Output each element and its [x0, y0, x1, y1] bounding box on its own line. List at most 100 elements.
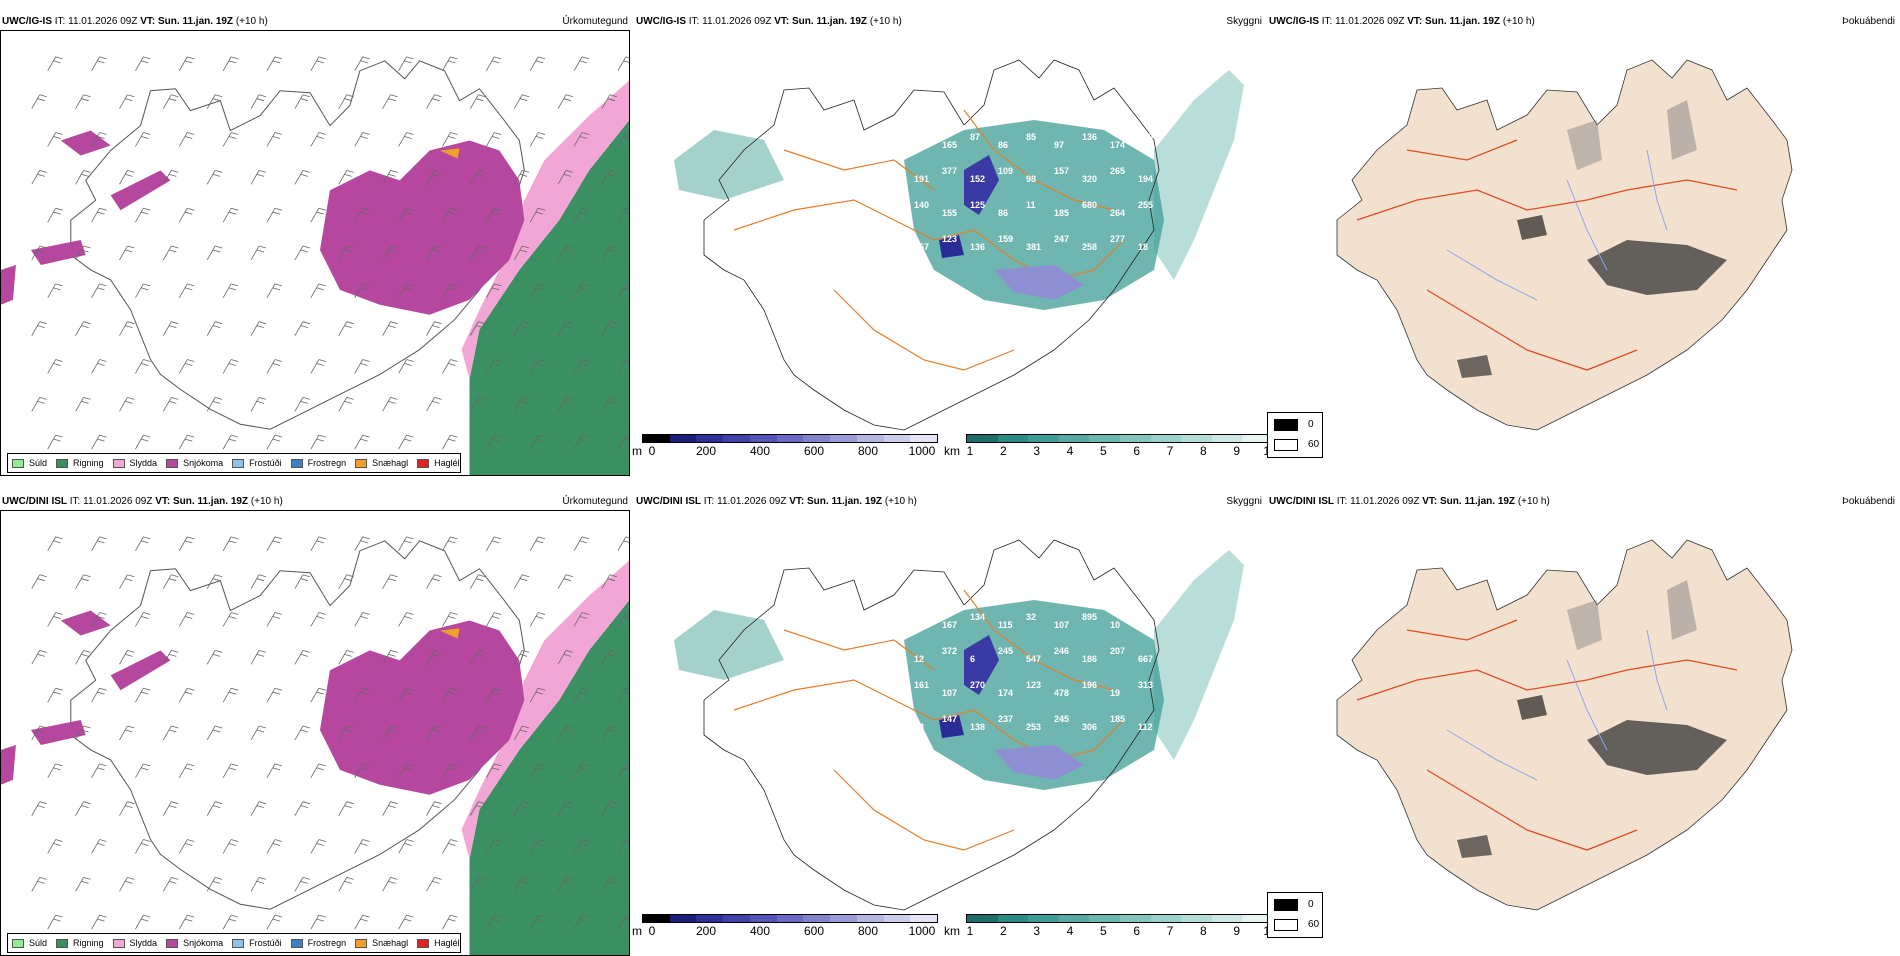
wind-barb — [250, 876, 267, 892]
wind-barb — [398, 434, 414, 450]
wind-barb — [310, 612, 326, 627]
ceiling-value-label: 87 — [970, 132, 980, 142]
legend-label: Rigning — [73, 458, 104, 468]
wind-barb — [617, 434, 629, 450]
legend-label: Frostúði — [249, 938, 282, 948]
wind-barb — [382, 396, 398, 412]
visibility-tick-label: 8 — [1199, 924, 1207, 938]
wind-barb — [426, 169, 442, 185]
ceiling-bar-segment — [749, 435, 777, 442]
wind-barb — [398, 763, 414, 778]
ceiling-value-label: 253 — [1026, 722, 1041, 732]
fog-indicator-area — [1517, 215, 1547, 240]
wind-barb — [338, 245, 354, 261]
ceiling-value-label: 152 — [970, 174, 985, 184]
dew-panel-bottom: UWC/DINI ISL IT: 11.01.2026 09Z VT: Sun.… — [1267, 494, 1899, 944]
wind-barb — [513, 876, 530, 892]
low-ceiling-area — [939, 235, 964, 258]
it-value: 11.01.2026 09Z — [717, 496, 787, 507]
wind-barb — [470, 169, 486, 185]
wind-barb — [442, 763, 458, 778]
wind-barb — [382, 321, 398, 336]
it-label: IT: — [54, 16, 66, 27]
wind-barb — [485, 56, 502, 72]
fog-indicator-area — [1587, 720, 1727, 775]
wind-barb — [601, 725, 617, 741]
wind-barb — [513, 169, 530, 185]
ceiling-tick-label: 200 — [695, 444, 717, 458]
wind-barb — [178, 359, 195, 374]
legend-swatch — [355, 938, 368, 948]
wind-barb — [398, 132, 414, 147]
wind-barb — [178, 207, 195, 223]
visibility-bar-segment — [1119, 915, 1151, 922]
wind-barb — [31, 876, 47, 892]
wind-barb — [91, 536, 107, 552]
wind-barb — [162, 801, 179, 816]
wind-barb — [398, 536, 414, 552]
wind-barb — [119, 801, 135, 816]
wind-barb — [601, 245, 617, 261]
ceiling-tick-label: 0 — [648, 924, 656, 938]
wind-barb — [162, 169, 179, 185]
dew-dark-label: 0 — [1308, 899, 1314, 910]
snow-area — [319, 620, 525, 795]
wind-barb — [426, 321, 442, 336]
wind-barb — [382, 801, 398, 816]
panel-title: UWC/IG-IS IT: 11.01.2026 09Z VT: Sun. 11… — [1269, 14, 1897, 30]
wind-barb — [250, 725, 267, 741]
visibility-tick-label: 5 — [1099, 444, 1107, 458]
panel-title: UWC/IG-IS IT: 11.01.2026 09Z VT: Sun. 11… — [2, 14, 630, 30]
wind-barb — [442, 207, 458, 223]
wind-barb — [31, 396, 47, 412]
it-label: IT: — [69, 496, 81, 507]
legend-item-frostregn: Frostregn — [290, 938, 347, 948]
it-value: 11.01.2026 09Z — [1350, 496, 1420, 507]
ceiling-value-label: 11 — [1026, 200, 1036, 210]
ceiling-value-label: 6 — [970, 654, 975, 664]
ceiling-value-label: 165 — [942, 140, 957, 150]
visibility-tick-label: 9 — [1233, 444, 1240, 458]
wind-barb — [135, 434, 151, 450]
dew-map — [1267, 510, 1897, 956]
visibility-tick-label: 7 — [1166, 924, 1174, 938]
legend-swatch — [166, 938, 179, 948]
legend-item-frostudi: Frostúði — [232, 938, 282, 948]
wind-barb — [485, 207, 502, 223]
wind-barb — [294, 725, 310, 741]
ceiling-tick-label: 800 — [857, 444, 879, 458]
wind-barb — [222, 687, 239, 703]
visibility-tick-label: 6 — [1133, 924, 1140, 938]
fog-indicator-area — [1667, 100, 1697, 160]
low-ceiling-area — [964, 635, 999, 695]
ceiling-value-label: 277 — [1110, 234, 1125, 244]
legend-label: Frostregn — [307, 938, 347, 948]
wind-barb — [354, 839, 370, 854]
visibility-tick-label: 9 — [1233, 924, 1240, 938]
wind-barb — [338, 574, 354, 589]
vt-value: Sun. 11.jan. 19Z — [792, 16, 868, 27]
wind-barb — [470, 245, 486, 261]
visibility-panel-top: UWC/IG-IS IT: 11.01.2026 09Z VT: Sun. 11… — [634, 14, 1266, 464]
fog-area — [674, 130, 784, 200]
ceiling-value-label: 134 — [970, 612, 985, 622]
wind-barb — [266, 763, 283, 778]
visibility-map: 103 167 134 115 32 107 895 10 12 12 372 6 245 547 246 1… — [634, 510, 1264, 956]
wind-barb — [294, 801, 310, 816]
vt-value: Sun. 11.jan. 19Z — [1440, 496, 1516, 507]
snow-area — [60, 130, 111, 156]
wind-barb — [310, 763, 326, 778]
coastline — [70, 540, 525, 910]
ceiling-value-label: 246 — [1054, 646, 1069, 656]
model-name: UWC/IG-IS — [2, 16, 52, 27]
legend-swatch — [166, 458, 179, 468]
wind-barb — [398, 56, 414, 72]
wind-barb — [354, 914, 370, 930]
wind-barb — [162, 94, 179, 109]
vt-label: VT: — [774, 16, 790, 27]
legend-label: Haglél — [434, 458, 460, 468]
wind-barb — [310, 914, 326, 930]
wind-barb — [119, 574, 135, 589]
wind-barb — [573, 687, 590, 703]
ceiling-bar-segment — [643, 915, 670, 922]
